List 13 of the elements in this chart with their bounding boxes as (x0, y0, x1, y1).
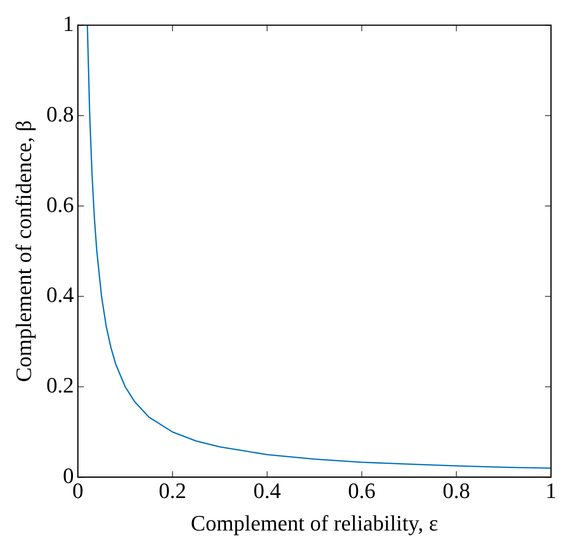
x-axis-title: Complement of reliability, ε (190, 510, 438, 536)
x-tick-label: 0.2 (158, 478, 186, 504)
y-tick-label: 0.6 (46, 192, 74, 217)
x-tick-label: 0.4 (253, 478, 281, 504)
y-tick-label: 0.2 (46, 372, 74, 398)
y-tick-label: 1 (62, 10, 74, 36)
y-tick-label: 0 (62, 462, 74, 488)
x-tick-label: 0.8 (442, 478, 470, 504)
x-tick-label: 1 (546, 478, 556, 504)
x-tick-label: 0.6 (348, 478, 376, 504)
y-tick-label: 0.4 (46, 282, 74, 308)
y-tick-label: 0.8 (46, 101, 74, 126)
y-axis-title: Complement of confidence, β (10, 120, 36, 382)
